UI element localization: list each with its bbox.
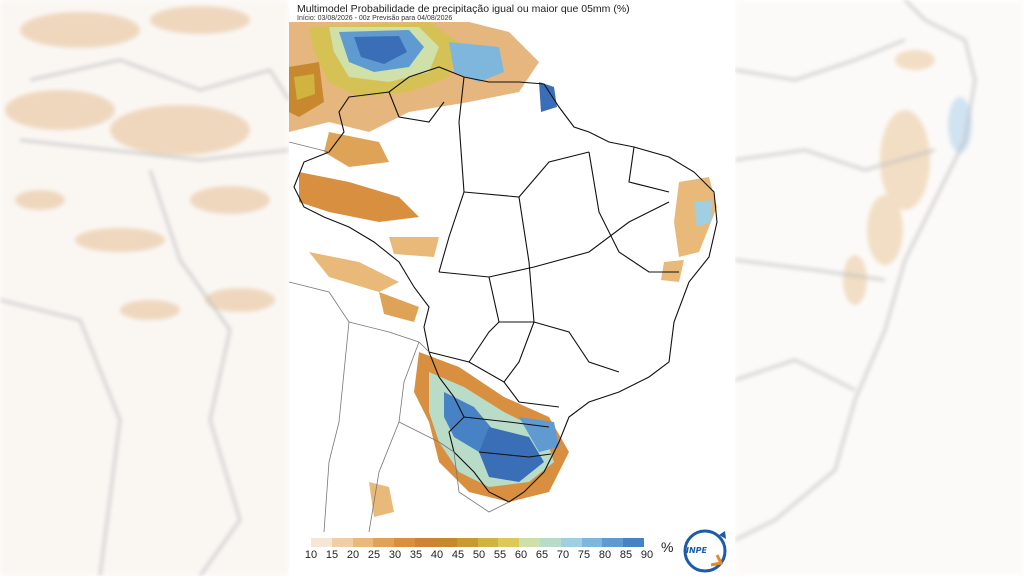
country-borders — [293, 66, 718, 503]
legend-label: 60 — [514, 549, 528, 561]
legend-colorbar — [311, 538, 644, 547]
map-subtitle: Início: 03/08/2026 - 00z Previsão para 0… — [297, 15, 453, 22]
colorbar-segment-12 — [539, 538, 561, 547]
inpe-logo-text: INPE — [686, 546, 707, 555]
legend-label: 50 — [472, 549, 486, 561]
legend-label: 20 — [346, 549, 360, 561]
background-blur-right — [735, 0, 1024, 576]
precip-fields — [289, 22, 717, 517]
legend-label: 45 — [451, 549, 465, 561]
legend-label: 35 — [409, 549, 423, 561]
map-panel: Multimodel Probabilidade de precipitação… — [289, 0, 735, 576]
colorbar-segment-4 — [373, 538, 395, 547]
legend-label: 90 — [640, 549, 654, 561]
colorbar-segment-1 — [311, 538, 332, 547]
colorbar-segment-10 — [498, 538, 520, 547]
neighbor-borders — [289, 141, 510, 532]
colorbar-segment-8 — [456, 538, 478, 547]
colorbar-segment-5 — [394, 538, 416, 547]
legend-label: 30 — [388, 549, 402, 561]
legend-label: 15 — [325, 549, 339, 561]
legend-labels: 10 15 20 25 30 35 40 45 50 55 60 65 70 7… — [301, 549, 661, 563]
colorbar-segment-11 — [519, 538, 540, 547]
legend-label: 55 — [493, 549, 507, 561]
background-blur-left — [0, 0, 289, 576]
inpe-logo: INPE — [681, 527, 731, 575]
legend-unit: % — [661, 539, 674, 555]
colorbar-segment-6 — [415, 538, 436, 547]
precipitation-map[interactable] — [289, 22, 735, 532]
legend-label: 25 — [367, 549, 381, 561]
colorbar-segment-15 — [602, 538, 624, 547]
legend-label: 80 — [598, 549, 612, 561]
colorbar-segment-9 — [477, 538, 499, 547]
colorbar-segment-7 — [435, 538, 457, 547]
legend-label: 65 — [535, 549, 549, 561]
legend-label: 40 — [430, 549, 444, 561]
colorbar-segment-2 — [331, 538, 353, 547]
legend-label: 70 — [556, 549, 570, 561]
legend-label: 75 — [577, 549, 591, 561]
colorbar-segment-16 — [623, 538, 644, 547]
colorbar-segment-3 — [352, 538, 374, 547]
colorbar-segment-14 — [581, 538, 603, 547]
legend-label: 85 — [619, 549, 633, 561]
map-title: Multimodel Probabilidade de precipitação… — [297, 3, 630, 15]
legend-label: 10 — [304, 549, 318, 561]
colorbar-segment-13 — [560, 538, 582, 547]
